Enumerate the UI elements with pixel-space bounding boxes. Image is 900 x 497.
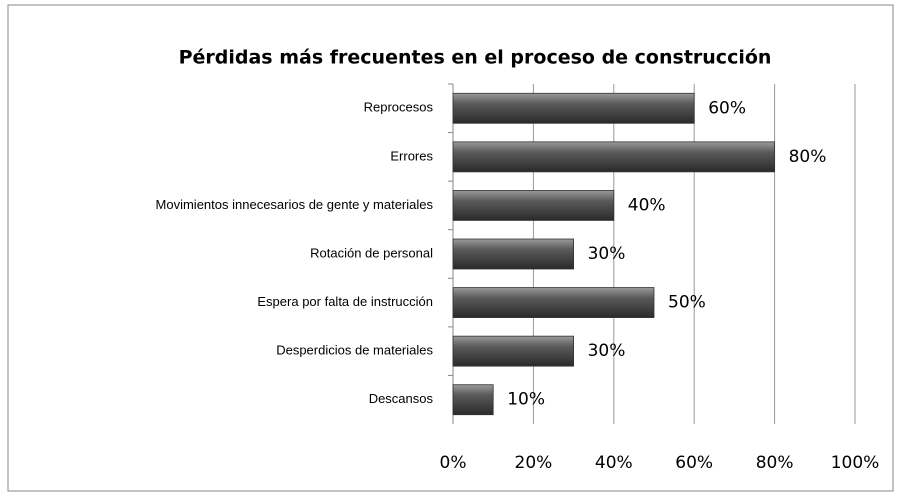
bar [452,287,655,318]
x-tick-label: 0% [440,453,467,473]
y-tick-label: Desperdicios de materiales [276,343,433,358]
data-label: 40% [628,195,666,215]
data-label: 50% [668,293,706,313]
bar [452,384,494,416]
bar [452,190,615,221]
data-label: 30% [588,244,626,264]
bar [452,238,574,270]
chart-title: Pérdidas más frecuentes en el proceso de… [179,47,772,69]
x-tick-label: 100% [831,453,880,473]
y-tick-label: Descansos [369,391,434,406]
data-label: 10% [507,390,545,410]
data-label: 80% [789,147,827,167]
x-tick-label: 20% [515,453,553,473]
data-label: 30% [588,341,626,361]
x-tick-label: 60% [675,453,713,473]
x-tick-label: 40% [595,453,633,473]
bar [452,335,574,367]
y-tick-label: Movimientos innecesarios de gente y mate… [156,197,434,212]
y-tick-label: Espera por falta de instrucción [257,294,433,309]
bar [452,141,776,173]
y-tick-label: Errores [390,148,433,163]
x-tick-label: 80% [756,453,794,473]
bar [452,92,695,124]
data-label: 60% [708,98,746,118]
chart-border [7,4,894,492]
y-tick-label: Reprocesos [364,100,434,115]
y-tick-label: Rotación de personal [310,245,433,260]
